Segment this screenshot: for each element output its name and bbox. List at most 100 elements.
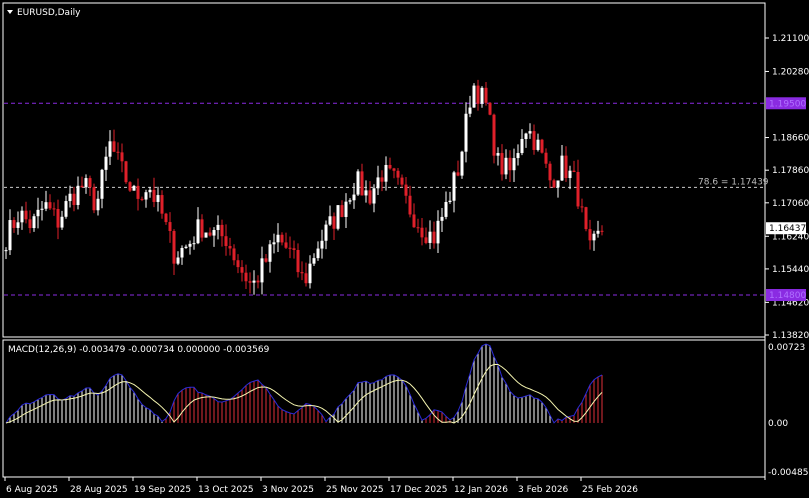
candle-body — [152, 189, 156, 202]
candle-body — [456, 172, 460, 176]
time-tick-label: 13 Oct 2025 — [198, 485, 254, 495]
candle-body — [180, 247, 184, 258]
candle-body — [424, 237, 428, 243]
candle-body — [136, 185, 140, 199]
time-tick-label: 3 Feb 2026 — [518, 485, 569, 495]
candle-body — [568, 170, 572, 179]
level-price-label: 1.14800 — [769, 291, 806, 301]
candle-body — [440, 216, 444, 221]
candle-body — [16, 222, 20, 228]
candle-body — [420, 227, 424, 238]
candle-body — [348, 200, 352, 202]
candle-body — [188, 243, 192, 247]
candle-body — [524, 133, 528, 140]
candle-body — [516, 153, 520, 159]
candle-body — [416, 227, 420, 229]
candle-body — [316, 248, 320, 259]
candle-body — [576, 171, 580, 207]
candle-body — [192, 243, 196, 245]
candle-body — [448, 200, 452, 202]
candle-body — [260, 258, 264, 283]
candle-body — [48, 202, 52, 209]
candle-body — [384, 164, 388, 182]
candle-body — [104, 156, 108, 170]
candle-body — [64, 201, 68, 217]
price-tick-label: 1.21100 — [772, 34, 809, 44]
candle-body — [488, 102, 492, 115]
candle-body — [264, 258, 268, 262]
level-price-tag — [766, 97, 806, 110]
candle-body — [564, 155, 568, 179]
fibonacci-level-label: 78.6 = 1.17439 — [698, 177, 769, 187]
macd-pane-border — [2, 339, 766, 478]
candle-body — [304, 273, 308, 284]
candle-body — [88, 178, 92, 188]
candle-body — [412, 214, 416, 228]
candle-body — [56, 209, 60, 228]
candle-body — [332, 216, 336, 229]
candle-body — [500, 153, 504, 175]
candle-body — [220, 224, 224, 237]
candle-body — [472, 85, 476, 108]
macd-label: MACD(12,26,9) -0.003479 -0.000734 0.0000… — [8, 345, 270, 355]
candle-body — [480, 87, 484, 104]
current-price-tag — [766, 222, 806, 235]
candle-body — [212, 230, 216, 236]
candle-body — [36, 209, 40, 217]
candle-body — [320, 240, 324, 249]
dropdown-triangle-icon[interactable] — [7, 10, 13, 14]
current-price-label: 1.16437 — [769, 224, 806, 234]
level-price-label: 1.19500 — [769, 99, 806, 109]
time-tick-label: 6 Aug 2025 — [6, 485, 58, 495]
candle-body — [408, 195, 412, 215]
candle-body — [96, 198, 100, 211]
candle-body — [32, 216, 36, 229]
candle-body — [596, 230, 600, 234]
price-tick-label: 1.17860 — [772, 166, 809, 176]
candle-body — [572, 170, 576, 172]
candle-body — [68, 193, 72, 202]
candle-body — [168, 222, 172, 232]
candle-body — [520, 139, 524, 154]
candle-body — [544, 152, 548, 164]
candle-body — [108, 141, 112, 157]
candle-body — [132, 185, 136, 191]
candle-body — [532, 131, 536, 150]
candle-body — [216, 224, 220, 231]
candle-body — [464, 113, 468, 152]
candle-body — [432, 231, 436, 244]
candle-body — [224, 236, 228, 247]
candle-body — [112, 141, 116, 152]
candle-body — [24, 210, 28, 220]
level-price-tag — [766, 289, 806, 302]
candle-body — [252, 280, 256, 283]
candle-body — [560, 155, 564, 181]
candle-body — [268, 244, 272, 262]
candle-body — [360, 171, 364, 196]
candle-body — [580, 206, 584, 208]
candle-body — [392, 168, 396, 171]
candle-body — [504, 157, 508, 175]
candle-body — [128, 182, 132, 191]
macd-line — [5, 343, 603, 424]
candle-body — [540, 139, 544, 153]
candle-body — [380, 177, 384, 182]
candle-body — [548, 163, 552, 181]
candle-body — [368, 190, 372, 204]
candle-body — [376, 177, 380, 189]
candle-body — [72, 193, 76, 205]
candle-body — [496, 153, 500, 156]
candle-body — [344, 201, 348, 217]
candle-body — [308, 263, 312, 284]
candle-body — [336, 205, 340, 229]
candle-body — [452, 172, 456, 201]
candle-body — [352, 194, 356, 201]
candle-body — [388, 164, 392, 169]
candle-body — [20, 210, 24, 223]
candle-body — [204, 232, 208, 238]
candle-body — [100, 169, 104, 199]
time-tick-label: 17 Dec 2025 — [390, 485, 448, 495]
candle-body — [364, 190, 368, 196]
candle-body — [12, 220, 16, 228]
